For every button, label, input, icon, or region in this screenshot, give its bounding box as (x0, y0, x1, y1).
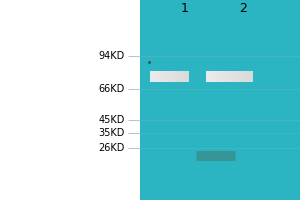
Text: 66KD: 66KD (98, 84, 124, 94)
Text: 1: 1 (181, 2, 188, 16)
Text: 2: 2 (239, 2, 247, 16)
Text: 26KD: 26KD (98, 143, 124, 153)
Text: 45KD: 45KD (98, 115, 124, 125)
Text: 94KD: 94KD (98, 51, 124, 61)
FancyBboxPatch shape (196, 151, 236, 161)
Bar (140, 0, 300, 200)
Text: 35KD: 35KD (98, 128, 124, 138)
